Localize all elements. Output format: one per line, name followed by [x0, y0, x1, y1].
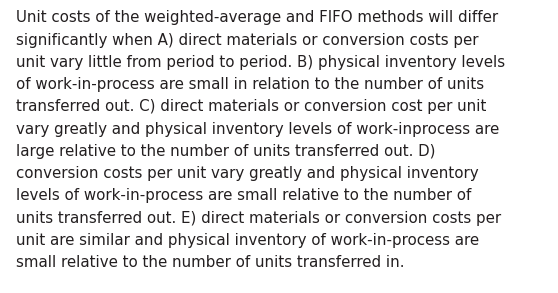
Text: Unit costs of the weighted-average and FIFO methods will differ: Unit costs of the weighted-average and F…	[16, 10, 498, 25]
Text: transferred out. C) direct materials or conversion cost per unit: transferred out. C) direct materials or …	[16, 99, 486, 114]
Text: significantly when A) direct materials or conversion costs per: significantly when A) direct materials o…	[16, 33, 478, 47]
Text: large relative to the number of units transferred out. D): large relative to the number of units tr…	[16, 144, 435, 159]
Text: unit vary little from period to period. B) physical inventory levels: unit vary little from period to period. …	[16, 55, 505, 70]
Text: levels of work-in-process are small relative to the number of: levels of work-in-process are small rela…	[16, 188, 471, 203]
Text: of work-in-process are small in relation to the number of units: of work-in-process are small in relation…	[16, 77, 484, 92]
Text: small relative to the number of units transferred in.: small relative to the number of units tr…	[16, 255, 404, 270]
Text: vary greatly and physical inventory levels of work-inprocess are: vary greatly and physical inventory leve…	[16, 122, 499, 137]
Text: units transferred out. E) direct materials or conversion costs per: units transferred out. E) direct materia…	[16, 211, 501, 226]
Text: unit are similar and physical inventory of work-in-process are: unit are similar and physical inventory …	[16, 233, 479, 248]
Text: conversion costs per unit vary greatly and physical inventory: conversion costs per unit vary greatly a…	[16, 166, 478, 181]
